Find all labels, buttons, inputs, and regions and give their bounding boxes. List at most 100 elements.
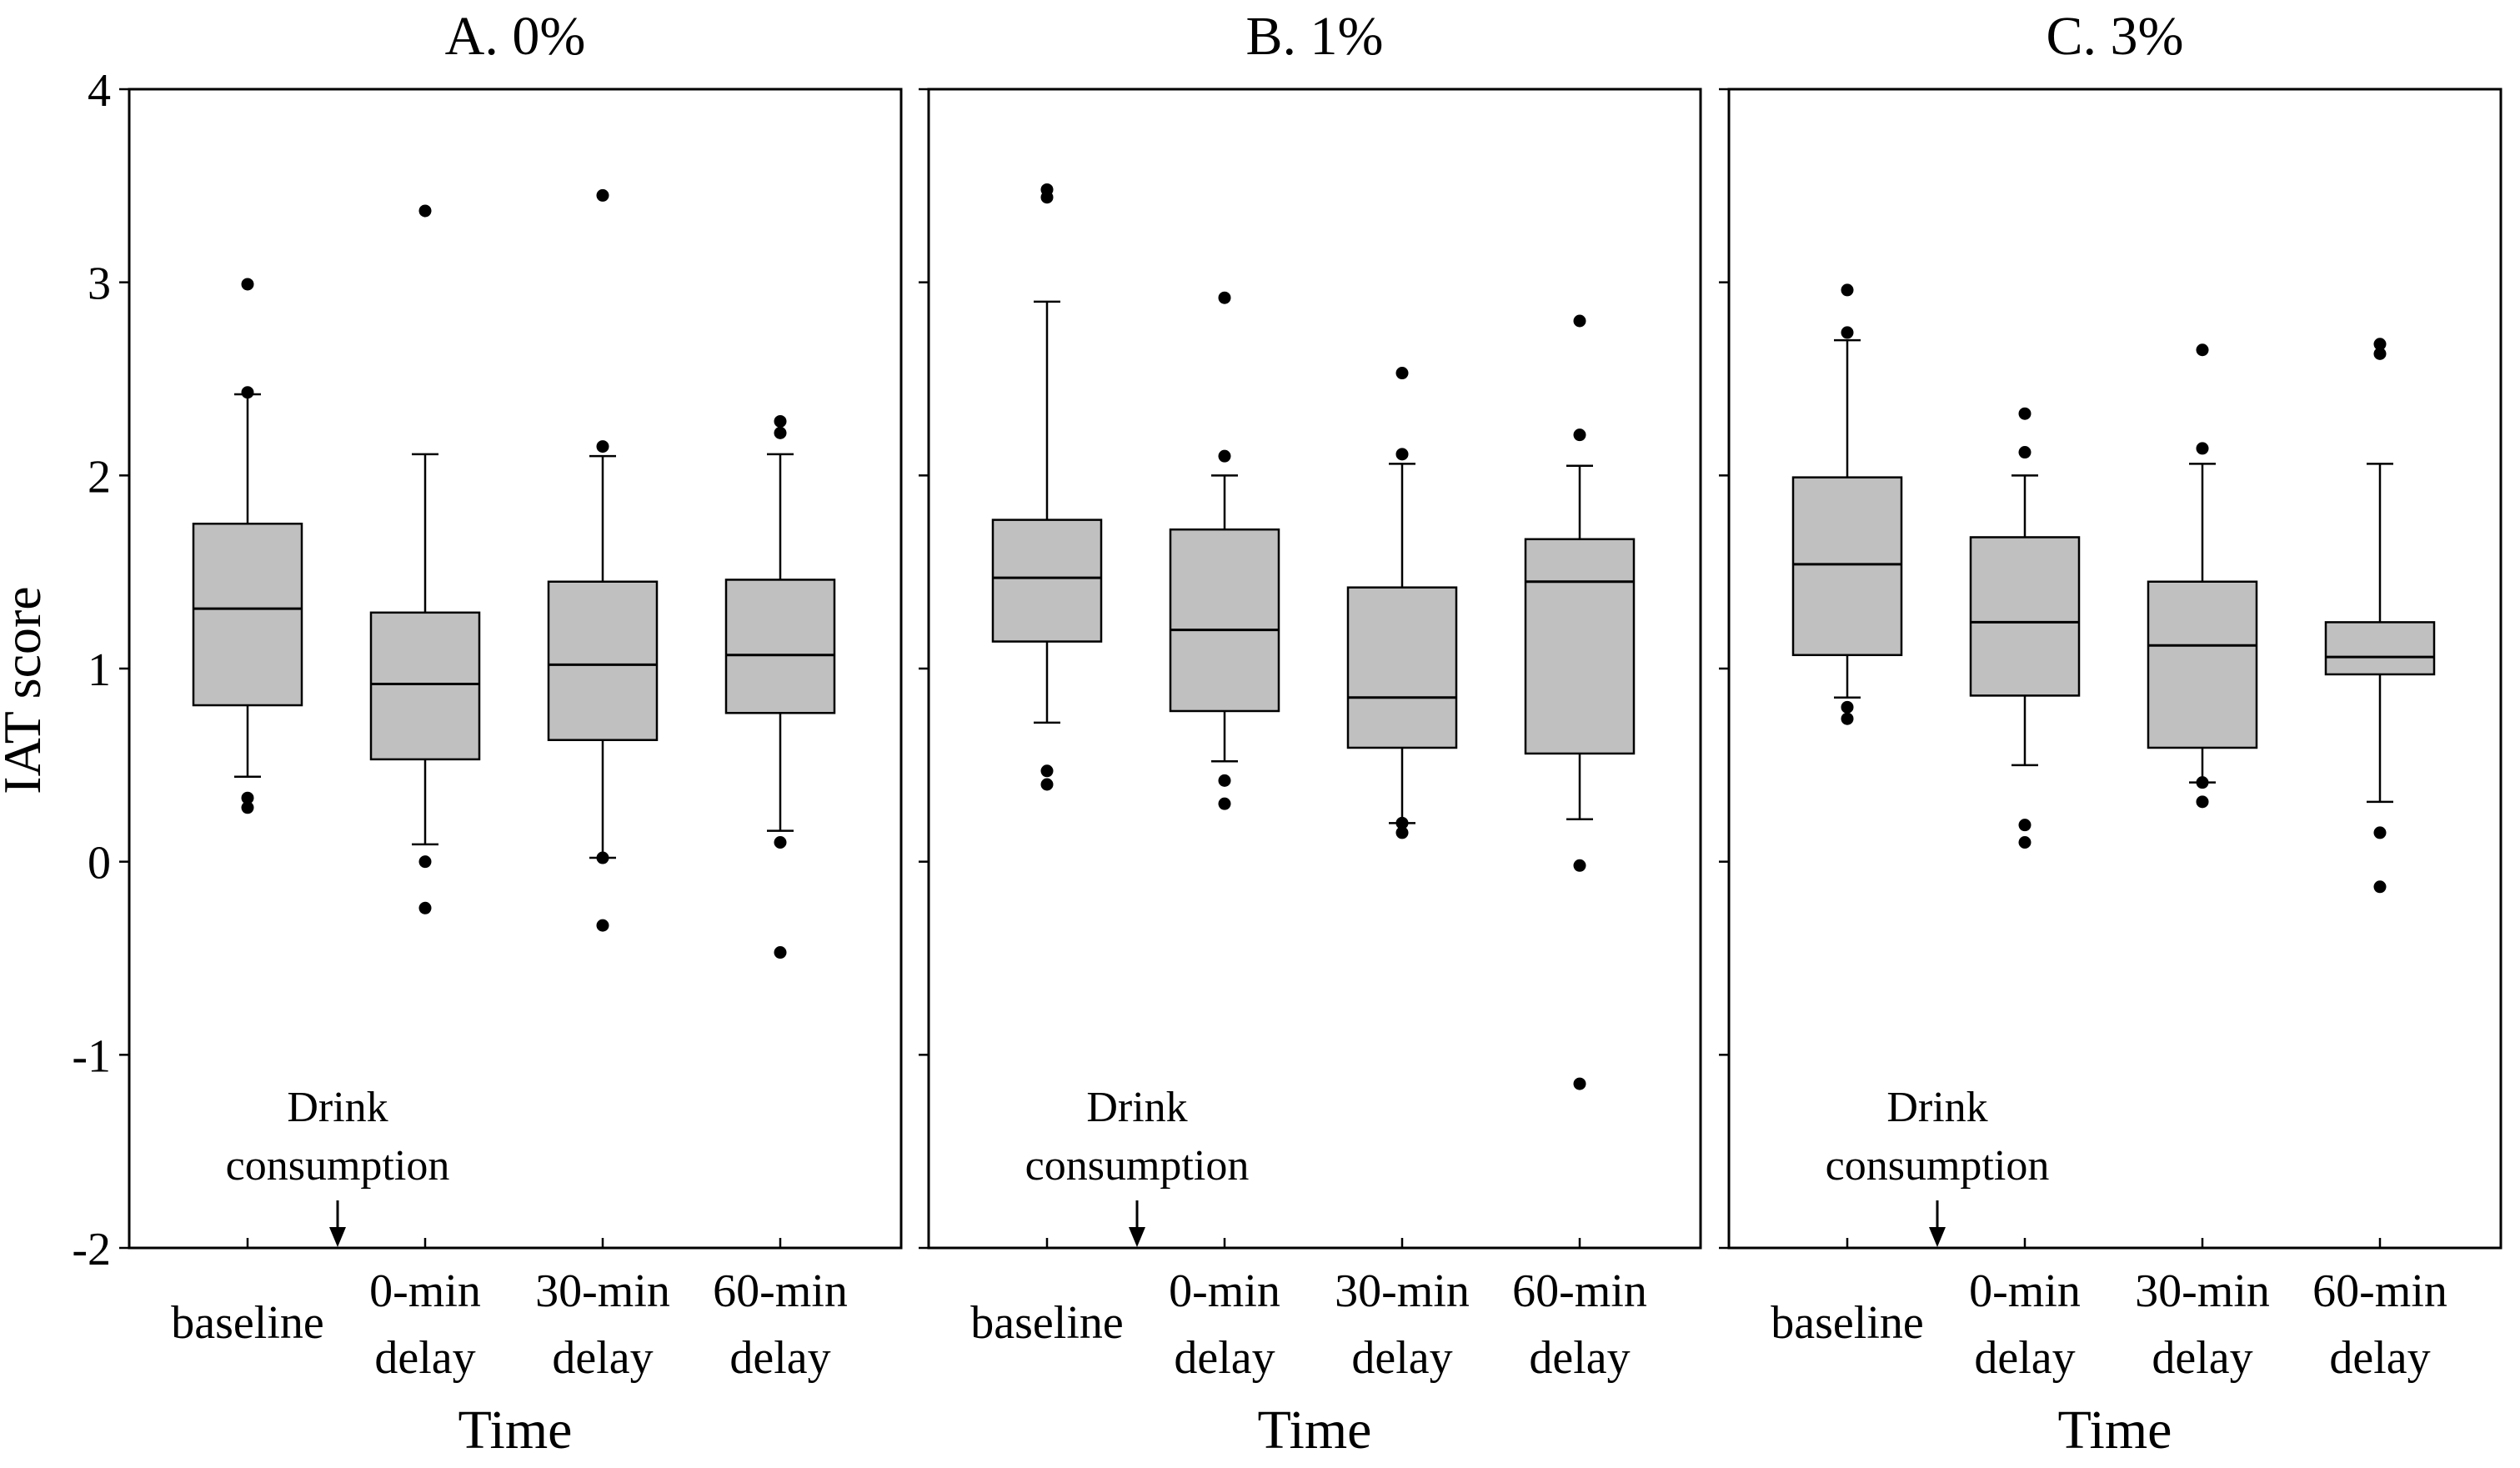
annotation-consumption: consumption — [226, 1142, 450, 1190]
outlier-point — [1395, 367, 1409, 380]
box-2 — [1969, 407, 2081, 849]
x-tick-label: 30-min — [1335, 1265, 1470, 1317]
x-tick-label: delay — [729, 1332, 830, 1384]
outlier-point — [596, 440, 609, 453]
outlier-point — [2196, 795, 2209, 809]
box-iqr — [1791, 476, 1903, 657]
x-tick-label: delay — [1529, 1332, 1630, 1384]
outlier-point — [1841, 326, 1854, 339]
arrow-head-icon — [329, 1227, 346, 1247]
y-tick-label: 0 — [88, 838, 111, 889]
box-1 — [192, 278, 303, 814]
outlier-point — [1841, 712, 1854, 725]
x-tick-label: delay — [374, 1332, 475, 1384]
outlier-point — [596, 919, 609, 932]
outlier-point — [1573, 314, 1586, 328]
outlier-point — [774, 414, 787, 428]
box-1 — [1791, 283, 1903, 725]
outlier-point — [2018, 407, 2032, 420]
outlier-point — [2373, 347, 2387, 360]
outlier-point — [2373, 880, 2387, 894]
outlier-point — [2018, 836, 2032, 849]
outlier-point — [2018, 819, 2032, 832]
outlier-point — [1395, 826, 1409, 839]
outlier-point — [2373, 338, 2387, 351]
box-3 — [1346, 367, 1458, 839]
box-iqr — [724, 579, 836, 714]
outlier-point — [1841, 700, 1854, 714]
outlier-point — [1040, 778, 1054, 791]
box-iqr — [1346, 586, 1458, 749]
annotation-consumption: consumption — [1025, 1142, 1250, 1190]
panel-title: A. 0% — [445, 6, 586, 67]
outlier-point — [1218, 797, 1231, 810]
panel-title: C. 3% — [2047, 6, 2184, 67]
outlier-point — [1040, 764, 1054, 778]
outlier-point — [2373, 826, 2387, 839]
box-iqr — [547, 580, 659, 741]
x-tick-label: 0-min — [1969, 1265, 2081, 1317]
x-tick-label: delay — [2329, 1332, 2430, 1384]
y-tick-label: -2 — [72, 1224, 111, 1275]
box-4 — [2324, 338, 2436, 894]
x-tick-label: delay — [552, 1332, 653, 1384]
annotation-drink: Drink — [287, 1084, 388, 1131]
outlier-point — [1218, 774, 1231, 787]
outlier-point — [1218, 449, 1231, 463]
box-1 — [991, 183, 1103, 791]
outlier-point — [2018, 446, 2032, 459]
x-tick-label: delay — [2152, 1332, 2252, 1384]
box-iqr — [1524, 538, 1636, 755]
outlier-point — [241, 386, 254, 399]
annotation-drink: Drink — [1086, 1084, 1187, 1131]
y-axis-label: IAT score — [0, 586, 52, 794]
y-tick-label: 2 — [88, 451, 111, 503]
outlier-point — [2196, 442, 2209, 455]
outlier-point — [1040, 183, 1054, 196]
annotation-consumption: consumption — [1826, 1142, 2050, 1190]
x-tick-label: delay — [1174, 1332, 1275, 1384]
y-tick-label: 3 — [88, 258, 111, 310]
y-tick-label: 1 — [88, 644, 111, 696]
outlier-point — [418, 901, 432, 914]
outlier-point — [1395, 816, 1409, 829]
outlier-point — [2196, 776, 2209, 789]
x-tick-label: 30-min — [2135, 1265, 2270, 1317]
x-axis-title: Time — [1258, 1400, 1372, 1460]
outlier-point — [1395, 448, 1409, 461]
x-tick-label: delay — [1351, 1332, 1452, 1384]
y-tick-label: -1 — [72, 1030, 111, 1082]
x-tick-label: 60-min — [1512, 1265, 1647, 1317]
x-tick-label: delay — [1974, 1332, 2075, 1384]
arrow-head-icon — [1929, 1227, 1946, 1247]
outlier-point — [1218, 291, 1231, 304]
outlier-point — [241, 278, 254, 291]
x-tick-label: baseline — [171, 1297, 323, 1349]
panel-2: B. 1% baseline 0-min delay 30-min delay 60-min… — [919, 6, 1702, 1460]
box-iqr — [192, 523, 303, 707]
y-tick-label: 4 — [88, 65, 111, 117]
outlier-point — [1573, 428, 1586, 442]
box-3 — [547, 188, 659, 932]
outlier-point — [774, 426, 787, 439]
box-iqr — [369, 611, 481, 761]
annotation-drink: Drink — [1886, 1084, 1987, 1131]
box-iqr — [2147, 580, 2258, 749]
box-2 — [369, 204, 481, 914]
outlier-point — [596, 188, 609, 202]
arrow-head-icon — [1129, 1227, 1145, 1247]
panel-title: B. 1% — [1246, 6, 1384, 67]
outlier-point — [774, 836, 787, 849]
outlier-point — [2196, 343, 2209, 357]
box-4 — [1524, 314, 1636, 1090]
box-2 — [1169, 291, 1280, 810]
panel-1: A. 0% -2 -1 0 1 2 3 4 baseline 0-min delay 30-min de… — [72, 6, 903, 1460]
x-tick-label: 60-min — [713, 1265, 848, 1317]
outlier-point — [241, 791, 254, 804]
outlier-point — [418, 855, 432, 869]
chart-panels: A. 0% -2 -1 0 1 2 3 4 baseline 0-min delay 30-min de… — [72, 6, 2502, 1460]
x-tick-label: baseline — [1771, 1297, 1923, 1349]
outlier-point — [774, 946, 787, 959]
outlier-point — [1573, 859, 1586, 872]
